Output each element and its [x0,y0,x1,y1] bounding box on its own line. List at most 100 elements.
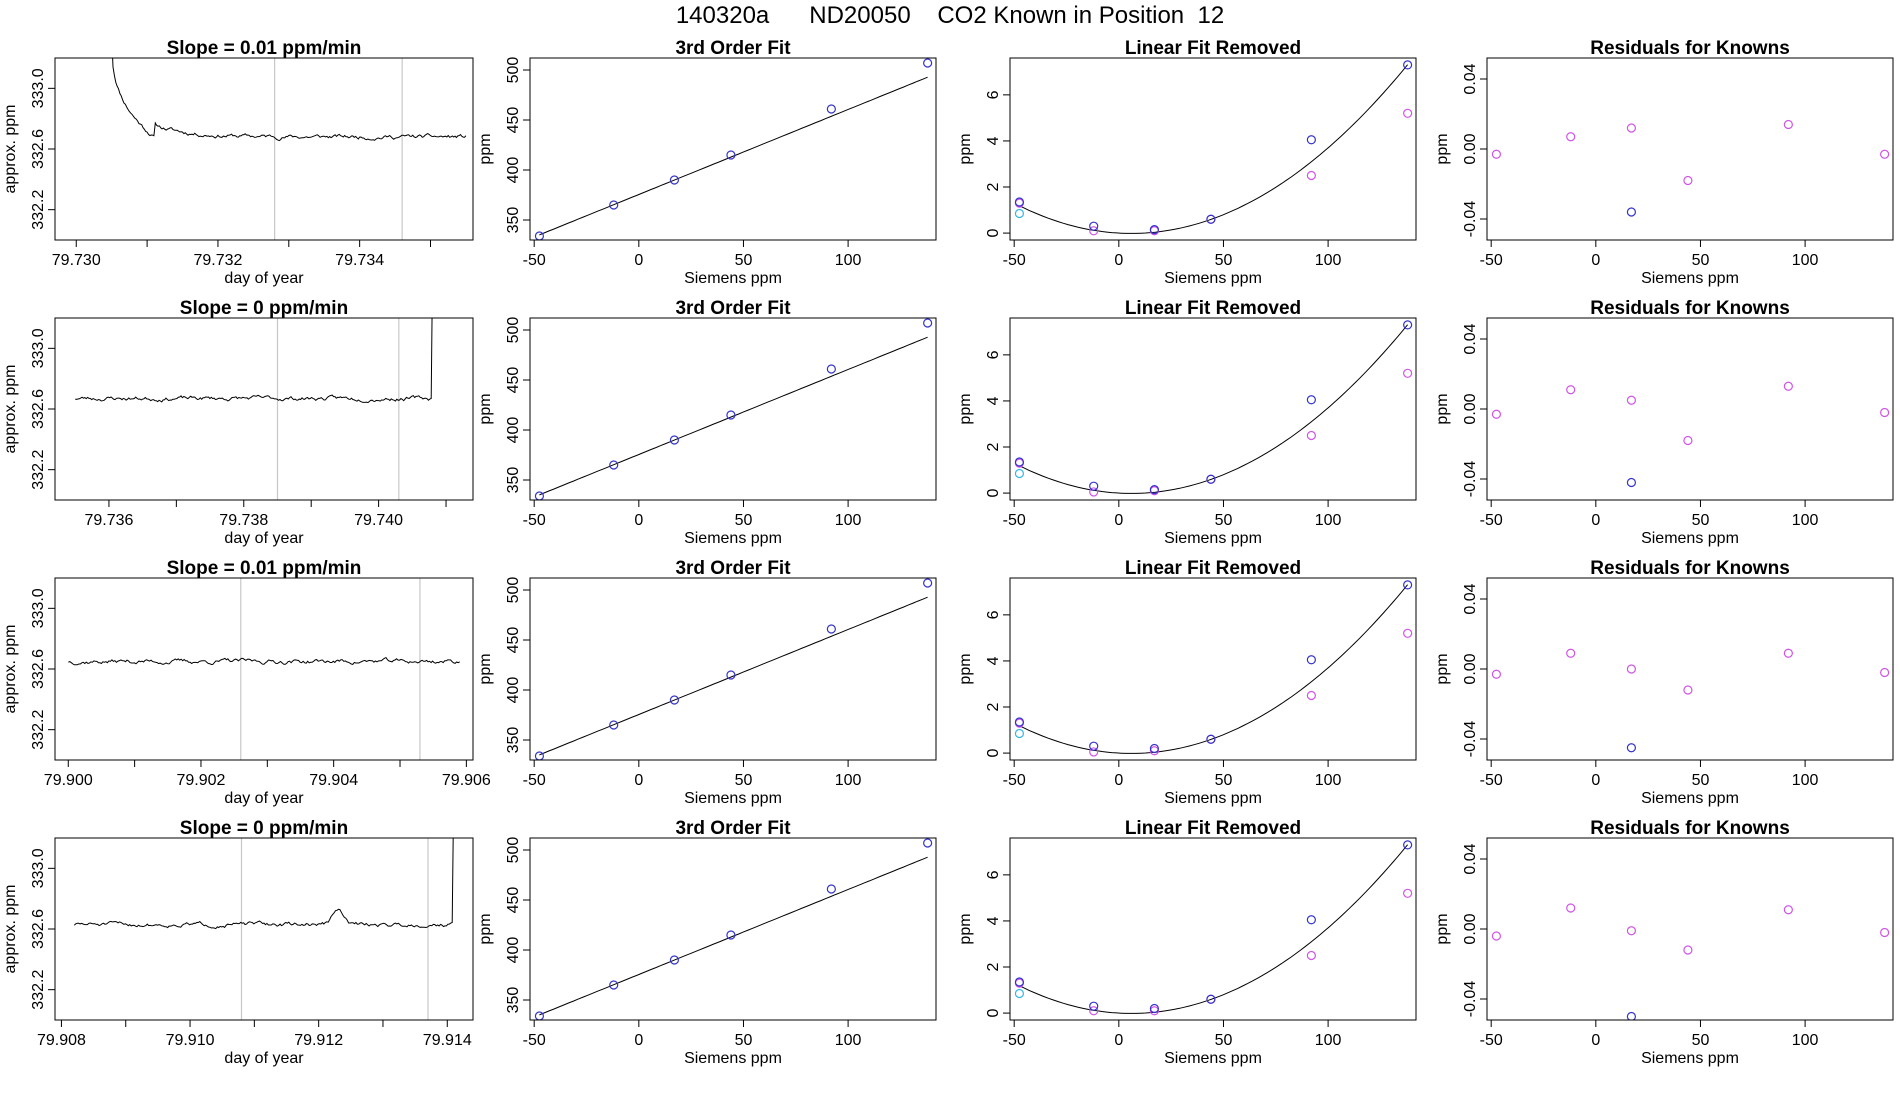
data-point-magenta [1149,746,1160,756]
x-tick-label: 79.734 [335,252,384,269]
data-point-blue [1014,457,1025,467]
data-point [534,491,545,500]
data-point-blue [1089,1001,1099,1011]
data-point [923,838,933,848]
y-tick-label: 332.2 [30,190,47,230]
panel-title: Slope = 0 ppm/min [180,298,348,319]
data-point [923,318,933,328]
data-point-magenta [1783,648,1793,658]
data-point [609,200,619,210]
y-tick-label: 0.04 [1462,843,1479,874]
y-tick-label: 333.0 [30,848,47,888]
x-tick-label: 100 [1315,1032,1342,1049]
x-tick-label: -50 [1480,252,1503,269]
fit-row-2: 3rd Order Fit -50 0 50 100 350 400 450 500 Siemen… [477,298,937,547]
data-point-magenta [1403,108,1413,118]
x-axis-label: Siemens ppm [1641,530,1739,547]
panel-title: Slope = 0.01 ppm/min [167,38,362,59]
x-tick-label: -50 [1480,1032,1503,1049]
x-tick-label: 79.904 [309,772,358,789]
plot-frame [1486,577,1894,761]
data-point-blue [1014,977,1025,987]
plot-frame [1486,837,1894,1021]
data-point-blue [1089,481,1099,491]
x-tick-label: 100 [1792,252,1819,269]
data-point [534,1011,545,1020]
x-axis-label: Siemens ppm [684,1050,782,1067]
plot-area [73,838,454,1020]
data-point [609,980,619,990]
y-tick-label: 6 [985,870,1002,879]
data-point [609,460,619,470]
plot-area [1491,119,1890,217]
y-axis-label: ppm [957,653,974,684]
y-tick-label: 0.00 [1462,653,1479,684]
y-tick-label: 6 [985,90,1002,99]
plot-area [534,318,933,500]
y-tick-label: 332.6 [30,129,47,169]
x-tick-label: 79.908 [37,1032,86,1049]
data-point-magenta [1089,487,1099,497]
panel-title: 3rd Order Fit [675,818,791,839]
y-tick-label: 0.00 [1462,913,1479,944]
y-tick-label: 500 [505,577,522,604]
y-tick-label: 332.2 [30,970,47,1010]
x-tick-label: 50 [735,772,753,789]
y-axis-label: ppm [477,653,494,684]
fit-curve [539,596,928,756]
plot-frame [529,577,937,761]
y-tick-label: 0.00 [1462,133,1479,164]
panel-title: 3rd Order Fit [675,558,791,579]
plot-frame [1486,57,1894,241]
y-tick-label: 4 [985,136,1002,145]
plot-area [1014,320,1413,497]
x-tick-label: -50 [1003,252,1026,269]
data-point [669,435,680,445]
data-point-blue [1014,717,1025,727]
data-point [726,410,736,420]
fit-curve [1019,64,1408,234]
x-axis-label: Siemens ppm [1164,790,1262,807]
plot-area [1014,580,1413,757]
panel-title: Residuals for Knowns [1590,818,1790,839]
data-point-blue [1149,485,1160,495]
x-axis-label: Siemens ppm [1641,790,1739,807]
x-axis-label: day of year [224,530,304,547]
linfit-row-3: Linear Fit Removed -50 0 50 100 0 2 4 6 Siemens p… [957,558,1417,807]
y-tick-label: 332.6 [30,389,47,429]
panel-title: Residuals for Knowns [1590,298,1790,319]
data-point-blue [1403,840,1413,850]
x-tick-label: 50 [1692,252,1710,269]
data-point [826,364,836,374]
plot-area [534,58,933,240]
data-point-magenta [1880,407,1890,418]
x-tick-label: 79.912 [294,1032,343,1049]
y-tick-label: 4 [985,656,1002,665]
data-point-magenta [1783,381,1793,391]
data-point-magenta [1880,149,1890,159]
x-tick-label: 79.900 [44,772,93,789]
x-tick-label: -50 [523,512,546,529]
plot-area [1491,381,1890,488]
x-tick-label: 0 [634,252,643,269]
fit-curve [1019,844,1408,1014]
x-tick-label: 100 [835,252,862,269]
trace-line [68,656,460,666]
x-tick-label: 0 [1114,512,1123,529]
data-point-magenta [1089,1006,1099,1016]
x-tick-label: 79.914 [423,1032,472,1049]
y-tick-label: 333.0 [30,68,47,108]
y-axis-label: ppm [1434,913,1451,944]
data-point [726,150,736,160]
data-point [534,231,545,240]
plot-frame [54,837,474,1021]
y-tick-label: 2 [985,702,1002,711]
plot-area [534,838,933,1020]
x-tick-label: 79.732 [193,252,242,269]
trace-line [75,318,433,404]
x-tick-label: -50 [1003,1032,1026,1049]
data-point-magenta [1626,926,1637,936]
x-tick-label: 0 [1114,1032,1123,1049]
x-tick-label: 79.740 [354,512,403,529]
data-point-magenta [1626,664,1637,674]
